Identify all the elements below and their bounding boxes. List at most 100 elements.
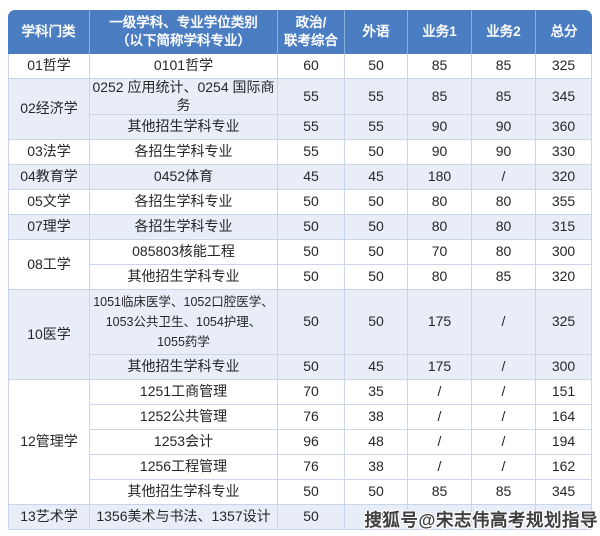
- score-cell: 175: [408, 290, 472, 355]
- table-row: 05文学 各招生学科专业 50 50 80 80 355: [8, 190, 592, 215]
- category-cell: 04教育学: [8, 165, 90, 190]
- score-cell: 164: [536, 405, 592, 430]
- major-cell: 1252公共管理: [90, 405, 278, 430]
- score-cell: 325: [536, 290, 592, 355]
- score-cell: 175: [408, 355, 472, 380]
- table-row: 12管理学 1251工商管理 70 35//151: [8, 380, 592, 505]
- table-row: 其他招生学科专业 55 55 90 90 360: [8, 115, 592, 140]
- table-row: 13艺术学 1356美术与书法、1357设计 50 50: [8, 505, 592, 530]
- category-cell: 01哲学: [8, 54, 90, 79]
- score-cell: 50: [345, 505, 408, 530]
- score-cell: 80: [408, 265, 472, 290]
- major-cell: 各招生学科专业: [90, 215, 278, 240]
- score-cell: 85: [472, 265, 536, 290]
- major-cell: 其他招生学科专业: [90, 115, 278, 140]
- table-row: 02经济学 0252 应用统计、0254 国际商务 55 55 85 85 345: [8, 79, 592, 140]
- major-cell: 1256工程管理: [90, 455, 278, 480]
- score-cell: /: [472, 455, 536, 480]
- score-cell: /: [472, 355, 536, 380]
- score-cell: 90: [472, 140, 536, 165]
- category-cell: 03法学: [8, 140, 90, 165]
- score-cell: 90: [472, 115, 536, 140]
- score-cell: 300: [536, 355, 592, 380]
- score-cell: 85: [408, 79, 472, 115]
- score-cell: 180: [408, 165, 472, 190]
- score-cell: 50: [278, 355, 345, 380]
- major-cell: 1253会计: [90, 430, 278, 455]
- score-cell: 50: [345, 54, 408, 79]
- column-header-4: 业务1: [408, 10, 472, 54]
- score-cell: [536, 505, 592, 530]
- score-cell: 85: [408, 480, 472, 505]
- score-cell: 50: [345, 265, 408, 290]
- category-cell: 08工学: [8, 240, 90, 290]
- score-cell: /: [472, 380, 536, 405]
- major-cell: 0101哲学: [90, 54, 278, 79]
- score-cell: 50: [345, 290, 408, 355]
- score-cell: 35: [345, 380, 408, 405]
- category-cell: 05文学: [8, 190, 90, 215]
- score-cell: 355: [536, 190, 592, 215]
- column-header-5: 业务2: [472, 10, 536, 54]
- major-cell: 0252 应用统计、0254 国际商务: [90, 79, 278, 115]
- score-cell: 360: [536, 115, 592, 140]
- table-row: 08工学 085803核能工程 50 50 70 80 300: [8, 240, 592, 290]
- table-row: 07理学 各招生学科专业 50 50 80 80 315: [8, 215, 592, 240]
- table-row: 10医学 1051临床医学、1052口腔医学、 1053公共卫生、1054护理、 …: [8, 290, 592, 380]
- major-cell: 0452体育: [90, 165, 278, 190]
- score-cell: 80: [472, 190, 536, 215]
- major-cell: 其他招生学科专业: [90, 355, 278, 380]
- score-cell: 50: [345, 190, 408, 215]
- score-cell: 50: [278, 265, 345, 290]
- score-cell: 320: [536, 265, 592, 290]
- score-cell: /: [472, 290, 536, 355]
- score-cell: 50: [278, 480, 345, 505]
- score-cell: 55: [278, 79, 345, 115]
- score-cell: [472, 505, 536, 530]
- score-cell: 70: [278, 380, 345, 405]
- score-cell: 90: [408, 140, 472, 165]
- major-cell: 085803核能工程: [90, 240, 278, 265]
- score-cell: 85: [472, 480, 536, 505]
- score-cell: 50: [278, 240, 345, 265]
- score-cell: 80: [408, 190, 472, 215]
- score-cell: 80: [472, 240, 536, 265]
- table-row: 03法学 各招生学科专业 55 50 90 90 330: [8, 140, 592, 165]
- major-cell: 其他招生学科专业: [90, 480, 278, 505]
- score-cell: 80: [472, 215, 536, 240]
- score-cell: /: [472, 165, 536, 190]
- score-cell: 55: [278, 140, 345, 165]
- score-cell: 90: [408, 115, 472, 140]
- score-cell: 48: [345, 430, 408, 455]
- score-cell: 162: [536, 455, 592, 480]
- table-row: 其他招生学科专业 50 50 85 85 345: [8, 480, 592, 505]
- column-header-6: 总分: [536, 10, 592, 54]
- score-cell: 50: [345, 240, 408, 265]
- score-cell: 325: [536, 54, 592, 79]
- score-cell: 151: [536, 380, 592, 405]
- score-cell: 50: [278, 290, 345, 355]
- score-cell: 70: [408, 240, 472, 265]
- score-cell: 45: [345, 165, 408, 190]
- table-header: 学科门类 一级学科、专业学位类别 （以下简称学科专业） 政治/ 联考综合 外语 业务1 业…: [8, 10, 592, 54]
- score-cell: 55: [278, 115, 345, 140]
- score-cell: 76: [278, 405, 345, 430]
- score-cell: 50: [345, 215, 408, 240]
- score-cell: /: [408, 455, 472, 480]
- score-cell: 60: [278, 54, 345, 79]
- score-cell: 315: [536, 215, 592, 240]
- score-cell: 320: [536, 165, 592, 190]
- score-cell: 50: [278, 190, 345, 215]
- major-cell: 1251工商管理: [90, 380, 278, 405]
- score-cell: 330: [536, 140, 592, 165]
- table-row: 1256工程管理 76 38//162: [8, 455, 592, 480]
- score-cell: 45: [345, 355, 408, 380]
- table-row: 1252公共管理 76 38//164: [8, 405, 592, 430]
- score-cell: 38: [345, 455, 408, 480]
- table-row: 其他招生学科专业 50 50 80 85 320: [8, 265, 592, 290]
- category-cell: 02经济学: [8, 79, 90, 140]
- admission-score-table: 学科门类 一级学科、专业学位类别 （以下简称学科专业） 政治/ 联考综合 外语 业务1 业…: [8, 10, 592, 530]
- column-header-0: 学科门类: [8, 10, 90, 54]
- column-header-1: 一级学科、专业学位类别 （以下简称学科专业）: [90, 10, 278, 54]
